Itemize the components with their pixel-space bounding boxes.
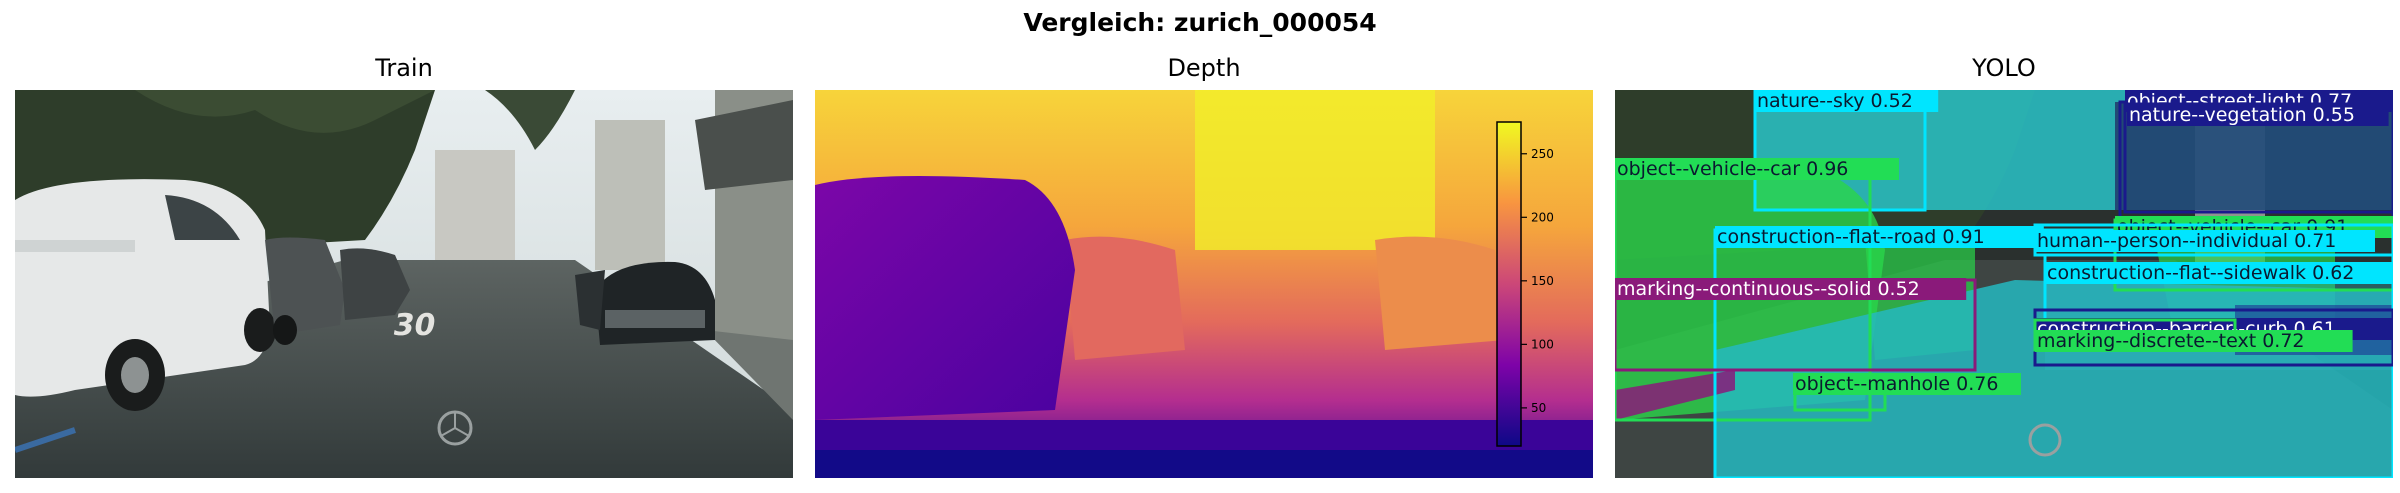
colorbar-tick-label: 100 (1531, 337, 1554, 351)
detection-label: marking--continuous--solid 0.52 (1617, 278, 1920, 300)
colorbar-tick-label: 150 (1531, 274, 1554, 288)
detection-label: object--vehicle--car 0.96 (1617, 158, 1848, 180)
detection-label-bg (2045, 262, 2393, 284)
colorbar-tick-label: 250 (1531, 147, 1554, 161)
colorbar-tick-label: 200 (1531, 210, 1554, 224)
colorbar-tick-label: 50 (1531, 401, 1546, 415)
detection-label: nature--vegetation 0.55 (2129, 104, 2355, 126)
detection-label-bg (2035, 330, 2353, 352)
panel-title-depth: Depth (1167, 54, 1241, 82)
panel-title-train: Train (375, 54, 433, 82)
detection-label: construction--flat--sidewalk 0.62 (2047, 262, 2354, 284)
detection-label-bg (1615, 278, 1967, 300)
car-emblem-icon (2028, 423, 2062, 457)
detection-label-bg (1793, 373, 2021, 395)
yolo-detections: nature--sky 0.52 object--street-light 0.7… (1615, 90, 2393, 478)
detection-label: marking--discrete--text 0.72 (2037, 330, 2305, 352)
depth-map: 250 200 150 100 50 (815, 90, 1593, 478)
detection-label-bg (1715, 226, 2044, 248)
figure-title: Vergleich: zurich_000054 (1023, 8, 1377, 37)
detection-label-bg (1615, 158, 1899, 180)
detection-label: nature--sky 0.52 (1757, 90, 1913, 112)
detection-label-bg (2035, 230, 2375, 252)
road-marking-30: 30 (390, 308, 438, 343)
panel-title-yolo: YOLO (1972, 54, 2036, 82)
detection-box (1753, 90, 1927, 212)
colorbar: 250 200 150 100 50 (1496, 121, 1554, 447)
detection-label: construction--flat--road 0.91 (1717, 226, 1985, 248)
train-image: 30 (15, 90, 793, 478)
detection-label-bg (1755, 90, 1939, 112)
detection-label: human--person--individual 0.71 (2037, 230, 2336, 252)
detection-label-bg (2127, 104, 2389, 126)
detection-label: object--manhole 0.76 (1795, 373, 1998, 395)
